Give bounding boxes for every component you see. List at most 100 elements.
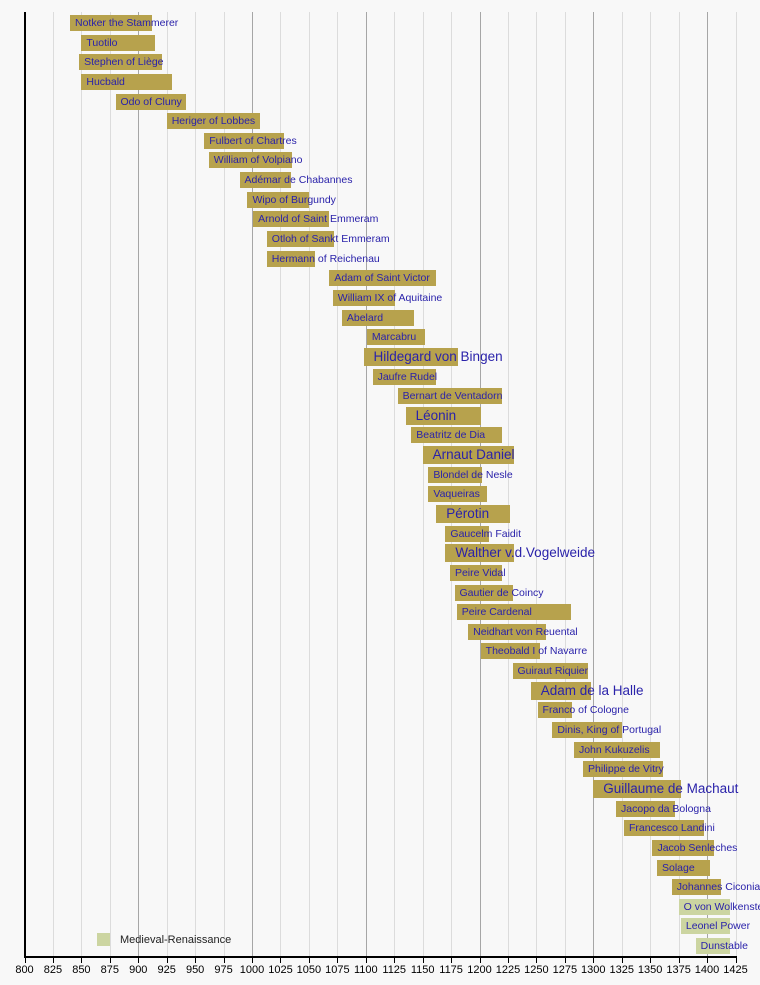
composer-bar[interactable]: John Kukuzelis [573, 741, 661, 758]
composer-bar[interactable]: Philippe de Vitry [583, 761, 664, 778]
composer-label[interactable]: Jacob Senleches [657, 841, 738, 854]
composer-label[interactable]: Tuotilo [86, 36, 118, 49]
composer-label[interactable]: Abelard [346, 311, 384, 324]
composer-label[interactable]: Hildegard von Bingen [373, 348, 503, 364]
composer-bar[interactable]: Leonel Power [680, 918, 750, 935]
composer-label[interactable]: William of Volpiano [213, 154, 303, 167]
composer-label[interactable]: Peire Vidal [454, 566, 506, 579]
composer-bar[interactable]: Peire Vidal [449, 564, 506, 581]
composer-bar[interactable]: Hildegard von Bingen [363, 347, 503, 366]
composer-bar[interactable]: O von Wolkenste [678, 898, 760, 915]
composer-bar[interactable]: Léonin [405, 406, 481, 425]
composer-label[interactable]: Philippe de Vitry [588, 763, 664, 776]
composer-label[interactable]: Arnaut Daniel [432, 447, 515, 463]
composer-label[interactable]: Peire Cardenal [461, 606, 532, 619]
composer-label[interactable]: Heriger of Lobbes [171, 115, 256, 128]
composer-label[interactable]: Guillaume de Machaut [603, 780, 739, 796]
composer-bar[interactable]: Blondel de Nesle [428, 466, 513, 483]
composer-bar[interactable]: Pérotin [436, 505, 511, 523]
composer-label[interactable]: Beatritz de Dia [416, 429, 486, 442]
composer-label[interactable]: Adam de la Halle [540, 682, 644, 698]
composer-label[interactable]: Leonel Power [685, 920, 751, 933]
composer-label[interactable]: Adam of Saint Victor [334, 272, 430, 285]
composer-bar[interactable]: Theobald I of Navarre [480, 643, 587, 660]
composer-bar[interactable]: Neidhart von Reuental [468, 623, 578, 640]
composer-label[interactable]: John Kukuzelis [578, 743, 650, 756]
composer-bar[interactable]: Gaucelm Faidit [445, 525, 521, 542]
composer-bar[interactable]: Guiraut Riquier [512, 663, 589, 680]
composer-label[interactable]: Stephen of Liège [84, 56, 164, 69]
axis-tick-1225 [507, 957, 509, 963]
composer-label[interactable]: William IX of Aquitaine [337, 291, 443, 304]
composer-bar[interactable]: Wipo of Burgundy [247, 191, 336, 208]
composer-bar[interactable]: Adam de la Halle [530, 681, 644, 700]
composer-bar[interactable]: Tuotilo [81, 34, 156, 51]
gridline-875 [109, 12, 111, 957]
composer-label[interactable]: Theobald I of Navarre [485, 645, 588, 658]
composer-bar[interactable]: Vaqueiras [428, 486, 488, 503]
composer-label[interactable]: Guiraut Riquier [517, 665, 589, 678]
composer-bar[interactable]: Fulbert of Chartres [204, 132, 297, 149]
composer-label[interactable]: Jaufre Rudel [377, 370, 438, 383]
composer-bar[interactable]: Dinis, King of Portugal [552, 722, 661, 739]
composer-bar[interactable]: Stephen of Liège [79, 54, 164, 71]
composer-label[interactable]: Hermann of Reichenau [271, 252, 380, 265]
composer-label[interactable]: Dunstable [700, 940, 748, 953]
composer-bar[interactable]: Arnaut Daniel [422, 446, 515, 465]
composer-label[interactable]: Jacopo da Bologna [621, 802, 711, 815]
axis-tick-label-1325: 1325 [609, 964, 634, 976]
composer-label[interactable]: Dinis, King of Portugal [557, 724, 662, 737]
composer-bar[interactable]: Bernart de Ventadorn [397, 388, 503, 405]
composer-label[interactable]: Franco of Cologne [542, 704, 629, 717]
composer-bar[interactable]: Adémar de Chabannes [239, 172, 353, 189]
composer-label[interactable]: Hucbald [86, 75, 125, 88]
composer-bar[interactable]: Gautier de Coincy [454, 584, 544, 601]
composer-bar[interactable]: Johannes Ciconia [671, 879, 760, 896]
composer-bar[interactable]: Adam of Saint Victor [329, 270, 437, 287]
composer-label[interactable]: Bernart de Ventadorn [402, 390, 503, 403]
composer-bar[interactable]: Jacopo da Bologna [616, 800, 711, 817]
composer-label[interactable]: Pérotin [446, 506, 490, 521]
composer-label[interactable]: Francesco Landini [629, 822, 715, 835]
composer-bar[interactable]: Franco of Cologne [537, 702, 629, 719]
composer-bar[interactable]: Heriger of Lobbes [166, 113, 260, 130]
composer-bar[interactable]: Odo of Cluny [115, 93, 187, 110]
composer-bar[interactable]: Peire Cardenal [456, 604, 571, 621]
composer-bar[interactable]: William IX of Aquitaine [332, 289, 442, 306]
composer-label[interactable]: Wipo of Burgundy [252, 193, 336, 206]
composer-bar[interactable]: Marcabru [366, 329, 425, 346]
composer-label[interactable]: Adémar de Chabannes [244, 174, 353, 187]
composer-bar[interactable]: Notker the Stammerer [70, 15, 178, 31]
composer-label[interactable]: Walther v.d.Vogelweide [455, 545, 595, 561]
composer-label[interactable]: Marcabru [371, 331, 417, 344]
composer-label[interactable]: Gautier de Coincy [459, 586, 544, 599]
composer-bar[interactable]: Jaufre Rudel [372, 368, 438, 385]
composer-bar[interactable]: Hucbald [81, 73, 173, 90]
composer-label[interactable]: Otloh of Sankt Emmeram [271, 233, 390, 246]
composer-label[interactable]: Arnold of Saint Emmeram [258, 213, 379, 226]
composer-label[interactable]: O von Wolkenste [683, 900, 760, 913]
composer-bar[interactable]: William of Volpiano [208, 152, 303, 169]
composer-label[interactable]: Blondel de Nesle [433, 468, 513, 481]
composer-label[interactable]: Neidhart von Reuental [473, 625, 578, 638]
composer-bar[interactable]: Hermann of Reichenau [266, 250, 380, 267]
composer-label[interactable]: Fulbert of Chartres [209, 134, 297, 147]
composer-bar[interactable]: Dunstable [695, 938, 748, 955]
composer-bar[interactable]: Beatritz de Dia [411, 427, 503, 444]
composer-label[interactable]: Solage [662, 861, 695, 874]
composer-label[interactable]: Notker the Stammerer [75, 17, 179, 29]
composer-bar[interactable]: Solage [657, 859, 711, 876]
composer-bar[interactable]: Walther v.d.Vogelweide [445, 544, 595, 563]
composer-bar[interactable]: Guillaume de Machaut [593, 779, 738, 798]
composer-label[interactable]: Vaqueiras [433, 488, 480, 501]
composer-label[interactable]: Odo of Cluny [120, 95, 182, 108]
composer-label[interactable]: Gaucelm Faidit [450, 527, 522, 540]
composer-label[interactable]: Léonin [415, 407, 457, 423]
composer-bar[interactable]: Otloh of Sankt Emmeram [266, 231, 390, 248]
gridline-1225 [507, 12, 509, 957]
composer-label[interactable]: Johannes Ciconia [676, 881, 760, 894]
composer-bar[interactable]: Abelard [341, 309, 414, 326]
composer-bar[interactable]: Jacob Senleches [652, 839, 737, 856]
composer-bar[interactable]: Francesco Landini [624, 820, 715, 837]
composer-bar[interactable]: Arnold of Saint Emmeram [253, 211, 378, 228]
